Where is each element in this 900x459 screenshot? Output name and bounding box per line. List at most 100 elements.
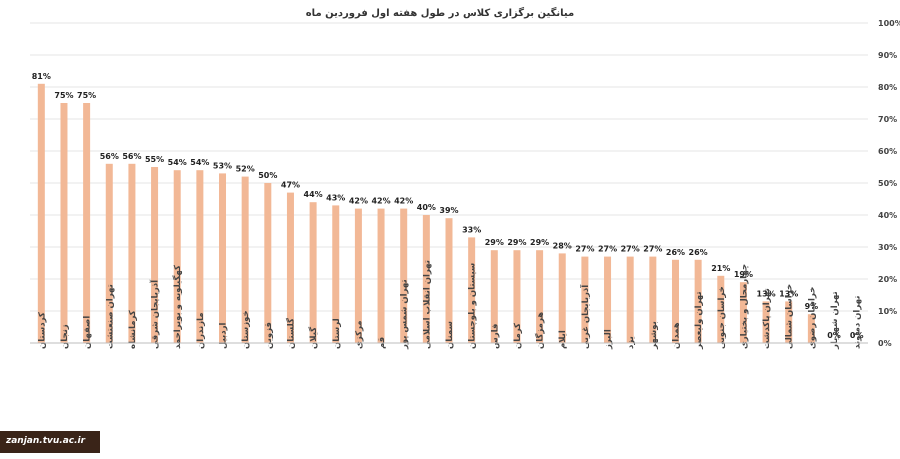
category-label: کرمان bbox=[513, 323, 523, 349]
bar bbox=[196, 170, 204, 343]
bar bbox=[332, 205, 340, 343]
category-label: آذربایجان غربی bbox=[579, 284, 591, 349]
data-label: 54% bbox=[168, 158, 187, 167]
bar bbox=[445, 218, 453, 343]
bar bbox=[671, 259, 679, 343]
category-labels: کردستان زنجان اصفهان تهران صنعتشت کرمانشاه آذ… bbox=[37, 260, 862, 350]
category-label: هرمزگان bbox=[535, 312, 546, 349]
data-label: 0% bbox=[850, 331, 864, 340]
data-label: 27% bbox=[643, 245, 662, 254]
category-label: زنجان bbox=[60, 324, 70, 349]
gridlines bbox=[30, 22, 868, 312]
bar bbox=[694, 259, 702, 343]
category-label: گلستان bbox=[285, 318, 296, 349]
category-label: مازندران bbox=[196, 312, 206, 349]
data-label: 26% bbox=[689, 248, 708, 257]
data-label: 42% bbox=[394, 197, 413, 206]
data-label: 0% bbox=[827, 331, 841, 340]
bar bbox=[241, 176, 249, 343]
bar bbox=[513, 250, 521, 343]
y-tick-label: 80% bbox=[878, 83, 897, 92]
y-axis-ticks: 0% 10% 20% 30% 40% 50% 60% 70% 80% 90% 100% bbox=[878, 19, 900, 348]
category-label: قزوین bbox=[264, 322, 274, 349]
data-label: 26% bbox=[666, 248, 685, 257]
bar bbox=[468, 237, 476, 343]
data-label: 56% bbox=[100, 152, 119, 161]
bar bbox=[60, 103, 68, 343]
data-label: 50% bbox=[258, 171, 277, 180]
category-label: اردبیل bbox=[219, 322, 229, 349]
category-label: آذربایجان شرقی bbox=[149, 279, 161, 349]
data-label: 27% bbox=[575, 245, 594, 254]
data-label: 44% bbox=[304, 190, 323, 199]
category-label: خراسان جنوبی bbox=[717, 286, 727, 349]
category-label: بوشهر bbox=[649, 321, 659, 350]
category-label: تهران صنعتشت bbox=[105, 284, 115, 349]
y-tick-label: 60% bbox=[878, 147, 897, 156]
y-tick-label: 30% bbox=[878, 243, 897, 252]
data-label: 33% bbox=[462, 225, 481, 234]
bar bbox=[558, 253, 566, 343]
category-label: فارس bbox=[490, 324, 500, 349]
data-label: 29% bbox=[530, 238, 549, 247]
category-label: کردستان bbox=[37, 312, 47, 349]
category-label: خراسان شمالی bbox=[785, 284, 795, 349]
y-tick-label: 40% bbox=[878, 211, 897, 220]
y-tick-label: 50% bbox=[878, 179, 897, 188]
data-label: 42% bbox=[371, 197, 390, 206]
bar bbox=[717, 275, 725, 343]
data-label: 27% bbox=[598, 245, 617, 254]
data-label: 47% bbox=[281, 181, 300, 190]
data-label: 13% bbox=[757, 289, 776, 298]
bar bbox=[762, 301, 770, 343]
bar bbox=[128, 163, 136, 343]
bar bbox=[219, 173, 227, 343]
chart-title: میانگین برگزاری کلاس در طول هفته اول فرو… bbox=[306, 6, 574, 19]
y-tick-label: 20% bbox=[878, 275, 897, 284]
data-label: 56% bbox=[122, 152, 141, 161]
category-label: تهران شمس پور bbox=[400, 279, 410, 350]
data-label: 21% bbox=[711, 264, 730, 273]
data-label: 55% bbox=[145, 155, 164, 164]
y-tick-label: 0% bbox=[878, 339, 892, 348]
bar bbox=[354, 208, 362, 343]
y-tick-label: 90% bbox=[878, 51, 897, 60]
data-label: 29% bbox=[485, 238, 504, 247]
category-label: اصفهان bbox=[83, 316, 93, 349]
bar bbox=[37, 83, 45, 344]
data-label: 40% bbox=[417, 203, 436, 212]
y-tick-label: 70% bbox=[878, 115, 897, 124]
category-label: تهران ولیعصر bbox=[694, 291, 704, 350]
data-label: 39% bbox=[439, 206, 458, 215]
bar bbox=[422, 215, 430, 343]
category-label: خوزستان bbox=[241, 310, 251, 349]
watermark-text: zanjan.tvu.ac.ir bbox=[6, 436, 86, 446]
data-label: 81% bbox=[32, 72, 51, 81]
bar bbox=[286, 192, 294, 343]
bar bbox=[536, 250, 544, 343]
data-label: 75% bbox=[77, 91, 96, 100]
category-label: چهارمحال و بختیاری bbox=[739, 264, 749, 349]
bar bbox=[173, 170, 181, 343]
bar bbox=[400, 208, 408, 343]
bar bbox=[83, 103, 91, 343]
watermark-background bbox=[0, 431, 100, 453]
data-label: 29% bbox=[507, 238, 526, 247]
data-label: 9% bbox=[805, 302, 819, 311]
data-label: 19% bbox=[734, 270, 753, 279]
category-label: همدان bbox=[671, 322, 681, 349]
category-label: تهران انقلاب اسلامی bbox=[422, 260, 432, 349]
data-label: 27% bbox=[621, 245, 640, 254]
data-label: 53% bbox=[213, 161, 232, 170]
data-label: 13% bbox=[779, 289, 798, 298]
y-tick-label: 100% bbox=[878, 19, 900, 28]
bar bbox=[377, 208, 385, 343]
bar bbox=[490, 250, 498, 343]
category-label: خراسان رضوی bbox=[807, 287, 817, 349]
bar bbox=[604, 256, 612, 343]
data-label: 54% bbox=[190, 158, 209, 167]
bar bbox=[785, 301, 793, 343]
category-label: لرستان bbox=[332, 318, 342, 349]
